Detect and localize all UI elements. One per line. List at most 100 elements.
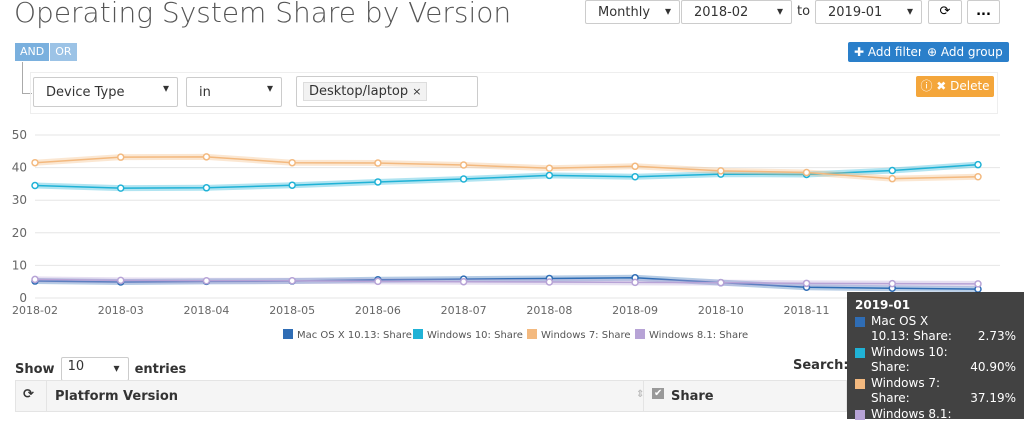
x-tick-label: 2018-06 (355, 304, 401, 317)
logic-toggle: AND OR (15, 43, 77, 61)
table-header: ⟳ Platform Version ⇕ ✔ Share (15, 380, 847, 412)
tooltip-label: Windows 10: Share: (871, 345, 948, 374)
y-tick-label: 20 (12, 226, 27, 240)
legend-swatch (413, 329, 423, 339)
add-group-button[interactable]: ⊕ Add group (921, 42, 1009, 62)
data-point (374, 159, 382, 167)
show-label: Show (15, 361, 55, 377)
and-toggle[interactable]: AND (15, 43, 50, 61)
tooltip-swatch (855, 379, 865, 389)
period-select[interactable]: Monthly (585, 0, 680, 24)
field-select[interactable]: Device Type (33, 77, 178, 107)
chart: 0 10 20 30 40 50 2018-02 2018-03 2018-04 2018-05 2… (12, 128, 1000, 341)
data-point (631, 162, 639, 171)
data-point (545, 171, 554, 180)
delete-button[interactable]: ⓘ ✖ Delete (916, 76, 994, 97)
y-tick-label: 10 (12, 258, 27, 272)
value-input[interactable]: Desktop/laptop × (296, 76, 478, 107)
x-tick-label: 2018-09 (612, 304, 658, 317)
group-bracket (22, 62, 32, 94)
delete-label: Delete (950, 79, 990, 93)
y-tick-label: 40 (12, 161, 27, 175)
checkbox[interactable]: ✔ (652, 388, 665, 399)
reload-icon[interactable]: ⟳ (23, 387, 34, 402)
legend-label: Windows 10: Share (427, 330, 523, 341)
tooltip-row: Windows 7: Share: 37.19% (855, 376, 1016, 406)
data-point (288, 276, 296, 285)
page: {"header": {"title": "Operating System S… (0, 0, 1024, 419)
tooltip-row: Mac OS X 10.13: Share: 2.73% (855, 314, 1016, 344)
col-divider (46, 381, 47, 411)
to-label: to (797, 4, 811, 19)
tooltip-value: 2.73% (977, 329, 1016, 343)
data-point (459, 175, 468, 183)
series-line (34, 277, 979, 290)
data-point (288, 158, 296, 167)
x-tick-label: 2018-10 (698, 304, 744, 317)
data-point (31, 275, 39, 284)
data-point (459, 161, 468, 169)
refresh-button[interactable]: ⟳ (928, 0, 962, 24)
tooltip-label: Windows 8.1: Share: (871, 407, 952, 436)
data-point (974, 280, 982, 288)
legend-swatch (527, 329, 537, 339)
column-header[interactable]: Share (671, 389, 714, 404)
data-point (459, 277, 468, 286)
data-point (631, 278, 639, 287)
sort-icon[interactable]: ⇕ (636, 389, 645, 400)
add-filter-button[interactable]: ✚ Add filter (848, 42, 929, 62)
data-point (888, 279, 897, 288)
filter-row (30, 72, 998, 114)
data-point (545, 164, 554, 173)
tooltip-row: Windows 8.1: Share: 4.34% (855, 407, 1016, 437)
data-point (717, 278, 725, 287)
x-tick-label: 2018-03 (98, 304, 144, 317)
add-group-label: Add group (940, 45, 1003, 59)
to-select[interactable]: 2019-01 (815, 0, 922, 24)
data-point (631, 172, 639, 181)
y-tick-label: 0 (19, 291, 27, 305)
x-tick-label: 2018-02 (12, 304, 58, 317)
legend-swatch (635, 329, 645, 339)
data-point (31, 158, 39, 167)
or-toggle[interactable]: OR (50, 43, 77, 61)
tooltip: 2019-01 Mac OS X 10.13: Share: 2.73% Windo… (847, 292, 1024, 436)
length-control: Show 10 entries (15, 357, 186, 381)
y-tick-label: 30 (12, 193, 27, 207)
length-select[interactable]: 10 (60, 357, 129, 381)
data-point (888, 166, 897, 175)
data-point (202, 153, 211, 161)
data-point (374, 178, 382, 186)
tooltip-swatch (855, 410, 865, 420)
chip-label: Desktop/laptop (309, 84, 409, 99)
x-tick-label: 2018-04 (183, 304, 229, 317)
legend-label: Mac OS X 10.13: Share (297, 330, 412, 341)
series-line (34, 278, 979, 285)
data-point (802, 279, 811, 288)
add-filter-label: Add filter (867, 45, 923, 59)
data-point (717, 167, 725, 175)
tooltip-title: 2019-01 (855, 298, 911, 312)
chip-remove[interactable]: × (412, 85, 422, 98)
data-point (802, 168, 811, 177)
page-title: Operating System Share by Version (14, 0, 512, 29)
tooltip-row: Windows 10: Share: 40.90% (855, 345, 1016, 375)
more-button[interactable]: ... (967, 0, 1000, 24)
data-point (288, 181, 296, 189)
operator-select[interactable]: in (186, 77, 282, 107)
data-point (202, 276, 211, 285)
column-header[interactable]: Platform Version (55, 389, 178, 404)
tooltip-value: 4.34% (977, 422, 1016, 436)
y-tick-label: 50 (12, 128, 27, 142)
series-line (34, 156, 979, 180)
x-tick-label: 2018-07 (441, 304, 487, 317)
tooltip-label: Mac OS X 10.13: Share: (871, 314, 952, 343)
from-select[interactable]: 2018-02 (681, 0, 792, 24)
legend-label: Windows 8.1: Share (649, 330, 748, 341)
search-label: Search: (793, 358, 849, 373)
tooltip-value: 37.19% (970, 391, 1016, 405)
data-point (31, 181, 39, 190)
col-divider (643, 381, 644, 411)
data-point (974, 173, 982, 181)
x-tick-label: 2018-08 (526, 304, 572, 317)
